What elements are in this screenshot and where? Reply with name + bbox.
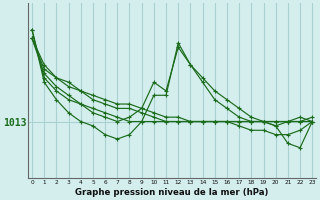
X-axis label: Graphe pression niveau de la mer (hPa): Graphe pression niveau de la mer (hPa) [76,188,269,197]
